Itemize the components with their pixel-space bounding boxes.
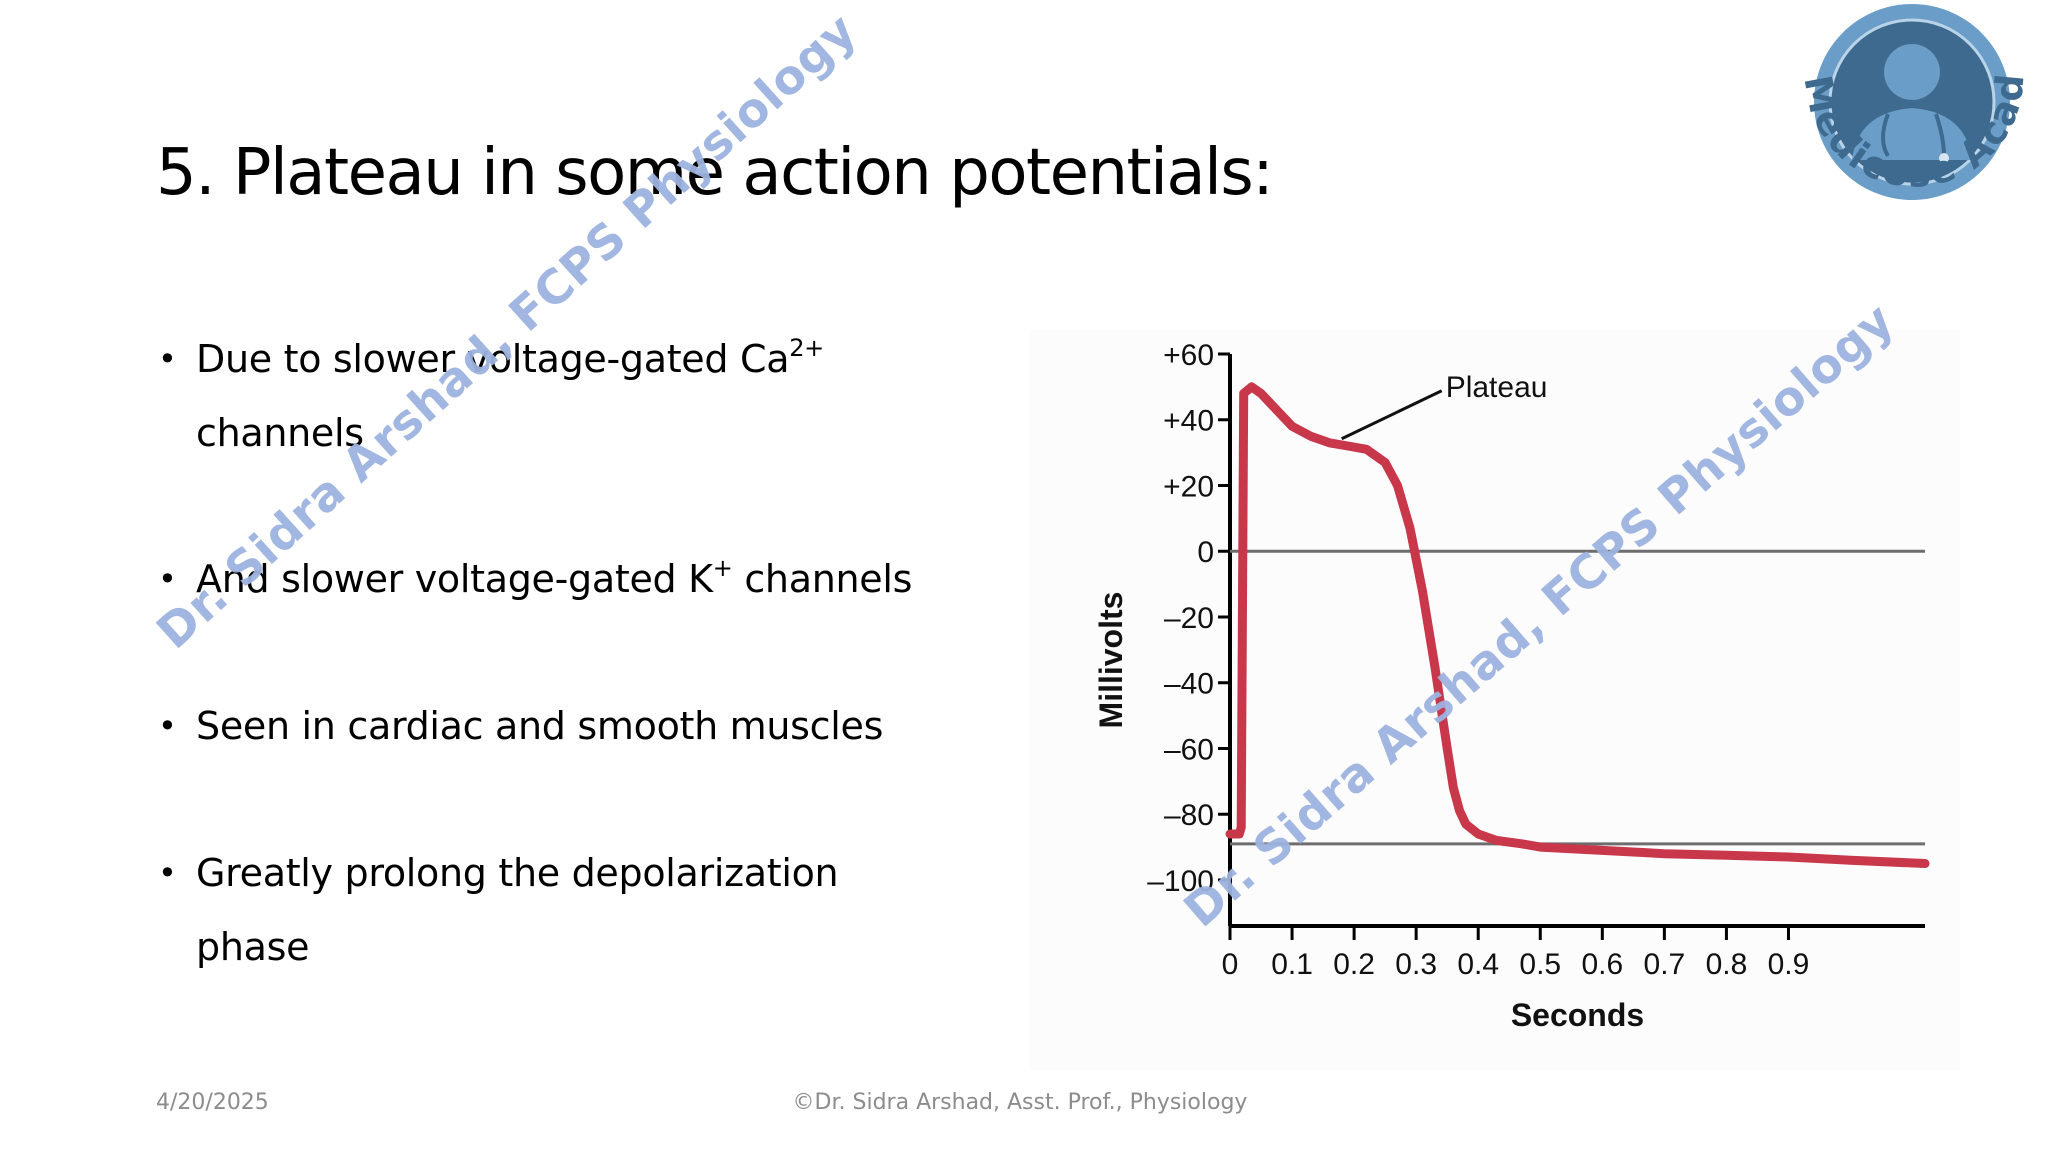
bullet-tail: channels bbox=[732, 557, 913, 601]
x-tick-label: 0.3 bbox=[1395, 948, 1437, 981]
bullet-line: Due to slower voltage-gated Ca bbox=[196, 337, 790, 381]
bullet-line-2: channels bbox=[196, 411, 364, 455]
x-tick-label: 0.7 bbox=[1644, 948, 1686, 981]
bullet-line-2: phase bbox=[196, 925, 310, 969]
x-tick-label: 0.8 bbox=[1706, 948, 1748, 981]
y-tick-label: +60 bbox=[1163, 339, 1214, 372]
superscript: + bbox=[712, 554, 733, 582]
bullet-line: And slower voltage-gated K bbox=[196, 557, 713, 601]
x-tick-label: 0.5 bbox=[1519, 948, 1561, 981]
logo-ring bbox=[1828, 18, 1996, 186]
bullet-text: Seen in cardiac and smooth muscles bbox=[196, 689, 916, 763]
action-potential-trace bbox=[1225, 382, 1930, 868]
doctor-head-icon bbox=[1884, 44, 1940, 100]
x-tick-label: 0.2 bbox=[1333, 948, 1375, 981]
y-tick-label: –20 bbox=[1164, 602, 1214, 635]
bullet-dot: • bbox=[158, 340, 177, 378]
stethoscope-chestpiece-icon bbox=[1939, 153, 1949, 163]
x-tick-label: 0.9 bbox=[1768, 948, 1810, 981]
bullet-dot: • bbox=[158, 854, 177, 892]
bullet-line: Seen in cardiac and smooth muscles bbox=[196, 704, 884, 748]
x-tick-label: 0.6 bbox=[1581, 948, 1623, 981]
y-tick-label: –60 bbox=[1164, 733, 1214, 766]
plateau-pointer bbox=[1341, 389, 1443, 441]
x-tick-label: 0 bbox=[1222, 948, 1239, 981]
bullet-dot: • bbox=[158, 560, 177, 598]
y-tick-label: 0 bbox=[1197, 536, 1214, 569]
bullet-text: Due to slower voltage-gated Ca2+ channels bbox=[196, 322, 916, 470]
footer-credit: ©Dr. Sidra Arshad, Asst. Prof., Physiolo… bbox=[792, 1090, 1248, 1115]
x-tick-label: 0.4 bbox=[1457, 948, 1499, 981]
bullet-line: Greatly prolong the depolarization bbox=[196, 851, 839, 895]
bullet-dot: • bbox=[158, 707, 177, 745]
chart-svg: +60 +40 +20 0 –20 –40 –60 –80 –100 0 0.1 0.2 0.3 0.4 0… bbox=[1093, 339, 1930, 1033]
superscript: 2+ bbox=[789, 334, 824, 362]
y-tick-label: +20 bbox=[1163, 470, 1214, 503]
y-tick-label: –40 bbox=[1164, 668, 1214, 701]
y-axis-label: Millivolts bbox=[1093, 592, 1129, 729]
x-axis-label: Seconds bbox=[1511, 997, 1644, 1033]
y-tick-label: +40 bbox=[1163, 405, 1214, 438]
footer-date: 4/20/2025 bbox=[156, 1090, 269, 1115]
y-tick-label: –80 bbox=[1164, 799, 1214, 832]
action-potential-chart: +60 +40 +20 0 –20 –40 –60 –80 –100 0 0.1 0.2 0.3 0.4 0… bbox=[1030, 330, 1960, 1070]
bullet-text: And slower voltage-gated K+ channels bbox=[196, 542, 916, 616]
plateau-label: Plateau bbox=[1446, 371, 1548, 404]
x-tick-label: 0.1 bbox=[1271, 948, 1313, 981]
stethoscope-icon bbox=[1881, 113, 1946, 158]
bullet-text: Greatly prolong the depolarization phase bbox=[196, 836, 916, 984]
medicose-academics-logo: Medicose Academics bbox=[1748, 0, 2031, 200]
slide-title: 5. Plateau in some action potentials: bbox=[156, 136, 1274, 210]
y-tick-label: –100 bbox=[1147, 865, 1214, 898]
